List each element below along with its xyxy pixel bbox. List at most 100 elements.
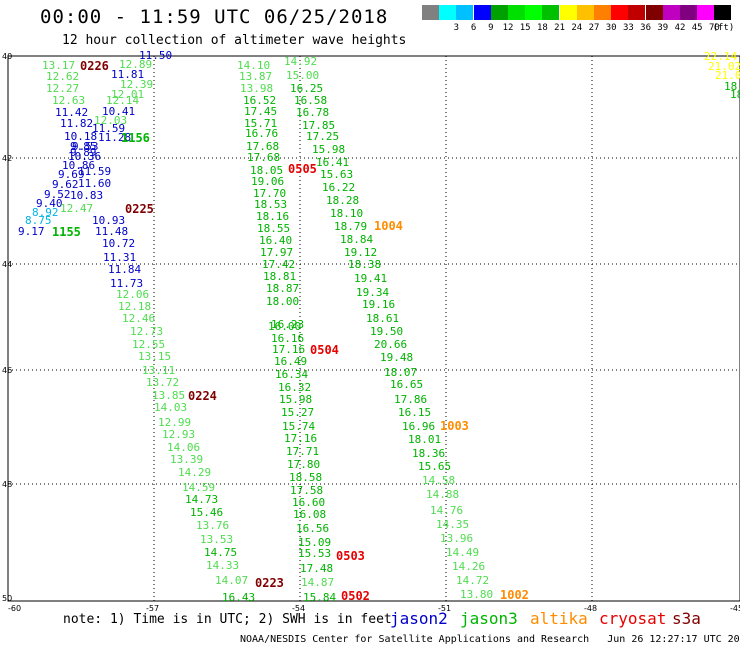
pass-time-label: 0226 [80,59,109,73]
page-title: 00:00 - 11:59 UTC 06/25/2018 [40,6,389,28]
pass-time-label: 0223 [255,576,284,590]
wave-height-label: 12.63 [52,94,85,107]
longitude-tick-label: -60 [8,604,21,613]
wave-height-label: 17.42 [262,258,295,271]
wave-height-label: 10.41 [102,105,135,118]
legend-label: 30 [605,23,617,33]
wave-height-label: 17.16 [284,432,317,445]
wave-height-label: 9.17 [18,225,45,238]
wave-height-label: 9.89 [70,146,97,159]
wave-height-label: 18.55 [257,222,290,235]
wave-height-label: 9.62 [52,178,79,191]
legend-label: 39 [657,23,669,33]
wave-height-label: 10.36 [68,150,101,163]
wave-height-label: 10.18 [64,130,97,143]
wave-height-label: 14.33 [206,559,239,572]
legend-label: 36 [640,23,652,33]
wave-height-label: 18.84 [340,233,373,246]
wave-height-label: 16.43 [222,591,255,604]
wave-height-label: 11.48 [95,225,128,238]
wave-height-label: 18.10 [330,207,363,220]
wave-height-label: 15.00 [286,69,319,82]
wave-height-label: 8.92 [32,206,59,219]
latitude-tick-label: 44 [2,260,12,269]
wave-height-label: 18.38 [348,258,381,271]
wave-height-label: 14.35 [436,518,469,531]
wave-height-label: 13.11 [142,364,175,377]
wave-height-label: 12.89 [119,58,152,71]
wave-height-label: 15.98 [312,143,345,156]
wave-height-label: 9.53 [72,140,99,153]
wave-height-label: 13.96 [440,532,473,545]
wave-height-label: 17.68 [247,151,280,164]
wave-height-label: 16.56 [296,522,329,535]
wave-height-label: 9.40 [36,197,63,210]
wave-height-label: 13.15 [138,350,171,363]
wave-height-label: 14.88 [426,488,459,501]
wave-height-label: 12.03 [94,114,127,127]
legend-label: 3 [453,23,460,33]
wave-height-label: 12.06 [116,288,149,301]
wave-height-label: 18.81 [263,270,296,283]
longitude-tick-label: -51 [438,604,451,613]
wave-height-label: 12.14 [106,94,139,107]
longitude-tick-label: -57 [146,604,159,613]
satellite-legend-cryosat: cryosat [599,609,667,628]
wave-height-label: 18.36 [412,447,445,460]
wave-height-label: 17.25 [306,130,339,143]
wave-height-label: 11.31 [103,251,136,264]
wave-height-label: 18.53 [254,198,287,211]
wave-height-label: 15.46 [190,506,223,519]
wave-height-label: 19.50 [370,325,403,338]
pass-time-label: 1155 [52,225,81,239]
wave-height-label: 14.92 [284,55,317,68]
wave-height-label: 12.99 [158,416,191,429]
wave-height-label: 10.72 [102,237,135,250]
wave-height-label: 18.16 [256,210,289,223]
wave-height-label: 17.68 [246,140,279,153]
wave-height-legend: 3 6 9 12 15 18 21 24 27 30 33 36 39 42 45 70 (ft) [422,5,734,35]
wave-height-label: 18.79 [334,220,367,233]
pass-time-label: 1003 [440,419,469,433]
wave-height-label: 13.87 [239,70,272,83]
wave-height-label: 16.78 [296,106,329,119]
wave-height-label: 17.45 [244,105,277,118]
wave-height-label: 17.70 [253,187,286,200]
wave-height-label: 15.63 [320,168,353,181]
wave-height-label: 14.26 [452,560,485,573]
wave-height-label: 14.10 [237,59,270,72]
wave-height-label: 21.02 [708,60,740,73]
wave-height-label: 18.00 [266,295,299,308]
pass-time-label: 1002 [500,588,529,602]
wave-height-label: 17.86 [394,393,427,406]
wave-height-label: 17.58 [290,484,323,497]
wave-height-label: 22.14 [704,50,737,63]
wave-height-label: 11.73 [110,277,143,290]
wave-height-label: 14.87 [301,576,334,589]
legend-label: 70 [708,23,720,33]
wave-height-label: 14.58 [422,474,455,487]
wave-height-label: 12.62 [46,70,79,83]
wave-height-label: 18 [730,88,740,101]
wave-height-label: 9.85 [70,140,97,153]
wave-height-label: 17.71 [286,445,319,458]
wave-height-label: 12.18 [118,300,151,313]
wave-height-label: 15.65 [418,460,451,473]
wave-height-label: 10.93 [92,214,125,227]
wave-height-label: 15.71 [244,117,277,130]
satellite-legend-s3a: s3a [672,609,701,628]
wave-height-label: 11.82 [60,117,93,130]
wave-height-label: 12.01 [111,88,144,101]
wave-height-label: 16.34 [275,368,308,381]
wave-height-label: 15.84 [303,591,336,604]
page-subtitle: 12 hour collection of altimeter wave hei… [62,33,407,48]
legend-label: 12 [502,23,514,33]
pass-time-label: 0503 [336,549,365,563]
wave-height-label: 11.59 [78,165,111,178]
wave-height-label: 16.00 [268,320,301,333]
wave-height-label: 19.48 [380,351,413,364]
wave-height-label: 16.16 [271,332,304,345]
wave-height-label: 11.60 [78,177,111,190]
wave-height-label: 11.50 [139,49,172,62]
wave-height-label: 12.47 [60,202,93,215]
